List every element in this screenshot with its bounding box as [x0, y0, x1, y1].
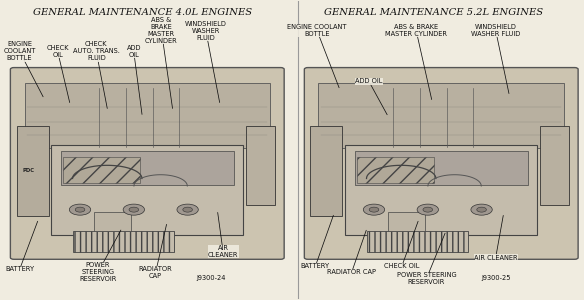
Bar: [61, 151, 234, 185]
Bar: [25, 82, 270, 148]
Circle shape: [75, 207, 85, 212]
Text: CHECK OIL: CHECK OIL: [384, 263, 419, 269]
Text: GENERAL MAINTENANCE 5.2L ENGINES: GENERAL MAINTENANCE 5.2L ENGINES: [324, 8, 543, 17]
Bar: [540, 126, 569, 205]
Bar: [51, 145, 244, 235]
Text: ENGINE
COOLANT
BOTTLE: ENGINE COOLANT BOTTLE: [4, 41, 36, 62]
Bar: [16, 126, 48, 216]
Circle shape: [177, 204, 199, 215]
Text: BATTERY: BATTERY: [301, 263, 330, 269]
Text: J9300-24: J9300-24: [197, 275, 226, 281]
Text: POWER STEERING
RESERVOIR: POWER STEERING RESERVOIR: [397, 272, 456, 285]
Text: ADD OIL: ADD OIL: [355, 78, 383, 84]
Bar: [388, 212, 425, 231]
Text: RADIATOR CAP: RADIATOR CAP: [327, 269, 376, 275]
Bar: [62, 157, 140, 183]
Circle shape: [183, 207, 192, 212]
Text: CHECK
OIL: CHECK OIL: [46, 45, 69, 58]
Circle shape: [123, 204, 144, 215]
Circle shape: [363, 204, 385, 215]
Text: POWER
STEERING
RESERVOIR: POWER STEERING RESERVOIR: [79, 262, 117, 282]
Text: J9300-25: J9300-25: [481, 275, 510, 281]
Text: CHECK
AUTO. TRANS.
FLUID: CHECK AUTO. TRANS. FLUID: [73, 41, 120, 62]
Text: ADD
OIL: ADD OIL: [127, 45, 141, 58]
Bar: [318, 82, 564, 148]
Circle shape: [417, 204, 439, 215]
Bar: [367, 231, 468, 252]
Text: BATTERY: BATTERY: [5, 266, 34, 272]
Text: ABS & BRAKE
MASTER CYLINDER: ABS & BRAKE MASTER CYLINDER: [385, 24, 447, 37]
FancyBboxPatch shape: [11, 68, 284, 259]
Circle shape: [129, 207, 138, 212]
Circle shape: [369, 207, 379, 212]
Text: GENERAL MAINTENANCE 4.0L ENGINES: GENERAL MAINTENANCE 4.0L ENGINES: [33, 8, 252, 17]
Text: WINDSHIELD
WASHER FLUID: WINDSHIELD WASHER FLUID: [471, 24, 520, 37]
Bar: [345, 145, 537, 235]
Text: AIR CLEANER: AIR CLEANER: [474, 254, 517, 260]
Text: ABS &
BRAKE
MASTER
CYLINDER: ABS & BRAKE MASTER CYLINDER: [145, 17, 178, 44]
Text: WINDSHIELD
WASHER
FLUID: WINDSHIELD WASHER FLUID: [185, 21, 227, 40]
Text: AIR
CLEANER: AIR CLEANER: [208, 245, 238, 258]
Text: ENGINE COOLANT
BOTTLE: ENGINE COOLANT BOTTLE: [287, 24, 347, 37]
Circle shape: [69, 204, 91, 215]
Bar: [354, 151, 528, 185]
FancyBboxPatch shape: [304, 68, 578, 259]
Bar: [246, 126, 276, 205]
Text: RADIATOR
CAP: RADIATOR CAP: [139, 266, 172, 279]
Bar: [357, 157, 433, 183]
Circle shape: [423, 207, 433, 212]
Bar: [311, 126, 342, 216]
Bar: [94, 212, 131, 231]
Text: PDC: PDC: [23, 169, 34, 173]
Bar: [72, 231, 174, 252]
Circle shape: [471, 204, 492, 215]
Circle shape: [477, 207, 486, 212]
